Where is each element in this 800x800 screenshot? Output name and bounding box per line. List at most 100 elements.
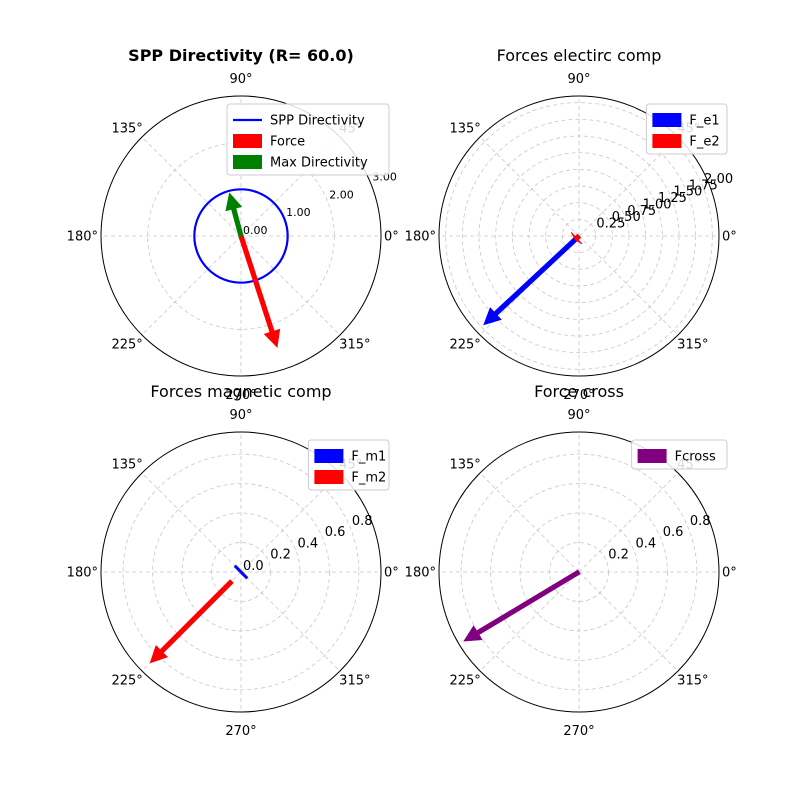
- force-arrow: [238, 234, 281, 348]
- legend-label: F_e1: [689, 114, 719, 129]
- legend-label: F_m1: [351, 450, 386, 465]
- angle-tick-label: 270°: [563, 724, 594, 739]
- angle-tick-label: 315°: [677, 338, 708, 353]
- legend-swatch: [233, 134, 262, 148]
- angle-tick-label: 315°: [339, 674, 370, 689]
- radial-tick-label: 0.2: [608, 548, 629, 563]
- radial-tick-label: 1.00: [643, 197, 672, 212]
- legend-swatch: [233, 155, 262, 169]
- radial-tick-label: 2.00: [704, 172, 733, 187]
- force-arrow: [463, 569, 581, 642]
- radial-tick-label: 1.50: [673, 185, 702, 200]
- angle-tick-label: 315°: [677, 674, 708, 689]
- grid-spoke: [578, 571, 679, 672]
- force-arrow: [149, 579, 234, 664]
- radial-tick-label: 0.50: [612, 210, 641, 225]
- grid-spoke: [479, 571, 580, 672]
- grid-spoke: [578, 235, 679, 336]
- legend-label: F_m2: [351, 471, 386, 486]
- angle-tick-label: 180°: [67, 230, 98, 245]
- angle-tick-label: 135°: [111, 121, 142, 136]
- legend-label: Max Directivity: [270, 156, 368, 171]
- force-arrow: [483, 233, 582, 326]
- legend-label: Fcross: [675, 450, 716, 465]
- polar-panel-1: 0°45°90°135°180°225°270°315°0.250.500.75…: [405, 46, 737, 403]
- grid-circle: [152, 483, 330, 661]
- radial-tick-label: 0.2: [270, 548, 291, 563]
- grid-circle: [460, 453, 698, 691]
- angle-tick-label: 270°: [563, 388, 594, 403]
- legend-label: SPP Directivity: [270, 114, 365, 129]
- angle-tick-label: 135°: [111, 457, 142, 472]
- radial-tick-label: 0.4: [635, 536, 656, 551]
- grid-spoke: [479, 136, 580, 237]
- radial-tick-label: 1.75: [689, 178, 718, 193]
- legend: F_e1 F_e2: [645, 103, 728, 155]
- polar-frame: [100, 431, 382, 713]
- grid-circle: [545, 202, 613, 270]
- chart-title: Force cross: [534, 382, 624, 401]
- angle-tick-label: 180°: [67, 566, 98, 581]
- angle-tick-label: 315°: [339, 338, 370, 353]
- grid-spoke: [578, 472, 679, 573]
- polar-panel-3: 0°45°90°135°180°225°270°315°0.20.40.60.8…: [405, 382, 737, 739]
- angle-tick-label: 270°: [225, 724, 256, 739]
- legend-label: F_e2: [689, 135, 719, 150]
- force-vector: [233, 564, 249, 580]
- polar-frame: [100, 95, 382, 377]
- grid-spoke: [141, 235, 242, 336]
- angle-tick-label: 180°: [405, 566, 436, 581]
- angle-tick-label: 90°: [229, 408, 252, 423]
- angle-tick-label: 0°: [722, 566, 737, 581]
- polar-frame: [438, 95, 720, 377]
- radial-tick-label: 0.25: [596, 217, 625, 232]
- radial-tick-label: 2.00: [329, 188, 354, 201]
- radial-tick-label: 0.6: [663, 525, 684, 540]
- legend-swatch: [652, 113, 682, 127]
- radial-tick-label: 0.8: [690, 514, 711, 529]
- angle-tick-label: 270°: [225, 388, 256, 403]
- chart-title: Forces electirc comp: [497, 46, 662, 65]
- grid-circle: [461, 118, 697, 354]
- legend-swatch: [314, 470, 344, 484]
- grid-spoke: [240, 472, 341, 573]
- force-arrow: [225, 192, 244, 238]
- grid-circle: [122, 453, 360, 691]
- legend-frame: [226, 103, 390, 176]
- angle-tick-label: 0°: [722, 230, 737, 245]
- radial-tick-label: 1.00: [286, 206, 311, 219]
- angle-tick-label: 0°: [384, 566, 399, 581]
- radial-tick-label: 0.75: [627, 204, 656, 219]
- angle-tick-label: 225°: [111, 338, 142, 353]
- grid-spoke: [141, 472, 242, 573]
- angle-tick-label: 225°: [449, 338, 480, 353]
- grid-spoke: [578, 136, 679, 237]
- radial-tick-label: 0.8: [352, 514, 373, 529]
- radial-tick-label: 0.4: [297, 536, 318, 551]
- grid-circle: [490, 483, 668, 661]
- angle-tick-label: 135°: [449, 457, 480, 472]
- angle-tick-label: 225°: [111, 674, 142, 689]
- grid-spoke: [240, 571, 341, 672]
- angle-tick-label: 90°: [229, 72, 252, 87]
- chart-title: SPP Directivity (R= 60.0): [128, 46, 354, 65]
- grid-spoke: [479, 472, 580, 573]
- legend-swatch: [314, 449, 344, 463]
- angle-tick-label: 135°: [449, 121, 480, 136]
- grid-spoke: [141, 136, 242, 237]
- force-arrow: [570, 232, 583, 245]
- radial-tick-label: 1.25: [658, 191, 687, 206]
- polar-frame: [438, 431, 720, 713]
- legend: Fcross: [631, 439, 728, 470]
- angle-tick-label: 0°: [384, 230, 399, 245]
- angle-tick-label: 225°: [449, 674, 480, 689]
- grid-spoke: [240, 235, 341, 336]
- radial-tick-label: 0.6: [325, 525, 346, 540]
- grid-spoke: [240, 136, 341, 237]
- polar-panel-0: 0°45°90°135°180°225°270°315°0.001.002.00…: [67, 46, 399, 403]
- grid-circle: [495, 152, 663, 320]
- legend-swatch: [652, 134, 682, 148]
- chart-title: Forces magnetic comp: [150, 382, 331, 401]
- angle-tick-label: 90°: [567, 408, 590, 423]
